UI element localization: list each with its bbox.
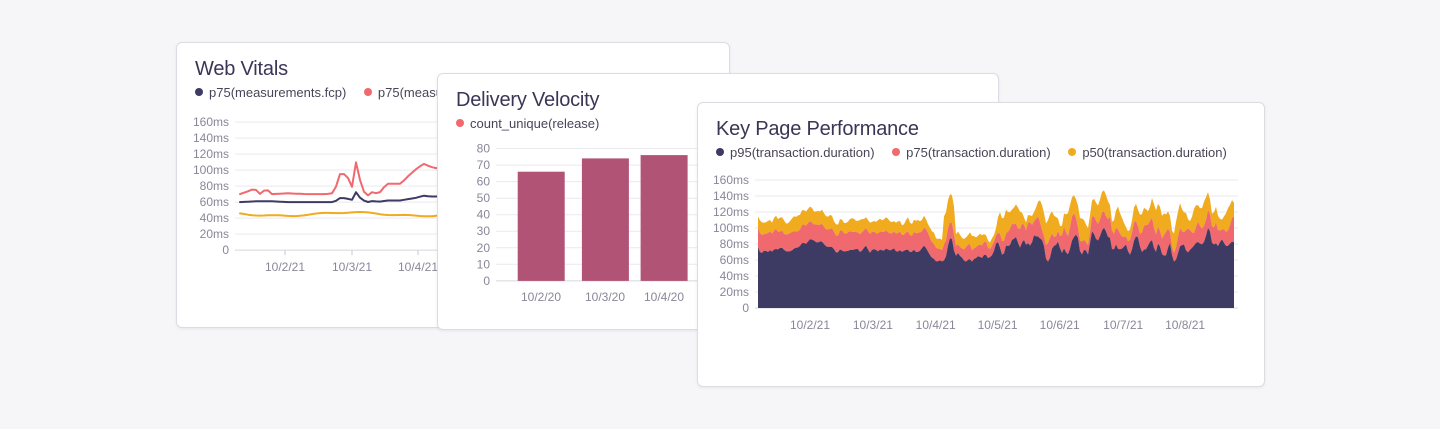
svg-text:60: 60 xyxy=(477,175,491,189)
svg-text:40ms: 40ms xyxy=(720,269,749,283)
svg-text:0: 0 xyxy=(483,274,490,288)
svg-text:10/2/21: 10/2/21 xyxy=(265,260,305,274)
svg-text:50: 50 xyxy=(477,191,491,205)
svg-text:0: 0 xyxy=(742,301,749,315)
svg-text:70: 70 xyxy=(477,158,491,172)
svg-text:20ms: 20ms xyxy=(200,227,229,241)
svg-text:20: 20 xyxy=(477,241,491,255)
svg-text:20ms: 20ms xyxy=(720,285,749,299)
svg-text:10: 10 xyxy=(477,257,491,271)
svg-text:10/5/21: 10/5/21 xyxy=(978,318,1018,332)
svg-text:100ms: 100ms xyxy=(713,221,749,235)
svg-text:10/6/21: 10/6/21 xyxy=(1040,318,1080,332)
svg-text:10/2/21: 10/2/21 xyxy=(790,318,830,332)
svg-text:10/8/21: 10/8/21 xyxy=(1165,318,1205,332)
svg-text:120ms: 120ms xyxy=(193,147,229,161)
svg-text:60ms: 60ms xyxy=(200,195,229,209)
svg-text:10/3/20: 10/3/20 xyxy=(585,290,625,304)
svg-text:160ms: 160ms xyxy=(193,115,229,129)
svg-text:10/4/21: 10/4/21 xyxy=(398,260,438,274)
svg-text:120ms: 120ms xyxy=(713,205,749,219)
svg-text:80: 80 xyxy=(477,142,491,156)
svg-text:10/4/21: 10/4/21 xyxy=(916,318,956,332)
svg-text:10/3/21: 10/3/21 xyxy=(332,260,372,274)
svg-text:160ms: 160ms xyxy=(713,173,749,187)
svg-text:10/7/21: 10/7/21 xyxy=(1103,318,1143,332)
svg-text:10/3/21: 10/3/21 xyxy=(853,318,893,332)
svg-text:80ms: 80ms xyxy=(720,237,749,251)
svg-text:30: 30 xyxy=(477,224,491,238)
svg-text:10/4/20: 10/4/20 xyxy=(644,290,684,304)
svg-text:140ms: 140ms xyxy=(713,189,749,203)
svg-text:40ms: 40ms xyxy=(200,211,229,225)
svg-text:40: 40 xyxy=(477,208,491,222)
svg-text:140ms: 140ms xyxy=(193,131,229,145)
svg-text:80ms: 80ms xyxy=(200,179,229,193)
svg-text:0: 0 xyxy=(222,243,229,257)
svg-text:100ms: 100ms xyxy=(193,163,229,177)
svg-text:10/2/20: 10/2/20 xyxy=(521,290,561,304)
svg-text:60ms: 60ms xyxy=(720,253,749,267)
